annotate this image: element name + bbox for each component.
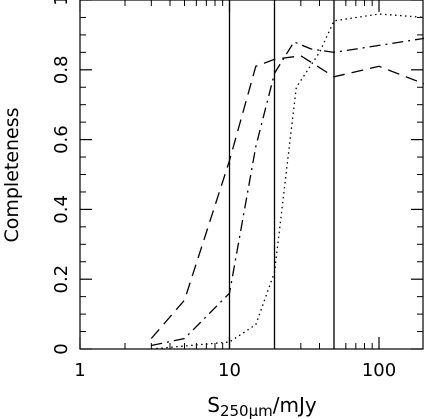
x-axis-title-subscript: 250μm bbox=[220, 402, 273, 419]
y-tick-label: 0.4 bbox=[51, 195, 72, 224]
series-layer bbox=[150, 13, 424, 350]
x-axis-title: S250μm/mJy bbox=[207, 393, 317, 419]
y-tick-label: 0.2 bbox=[51, 265, 72, 294]
x-axis-title-main: S bbox=[207, 393, 220, 417]
plot-frame bbox=[79, 0, 424, 350]
x-tick-label: 10 bbox=[218, 360, 241, 381]
y-axis-title: Completeness bbox=[1, 107, 23, 242]
y-tick-label: 0.6 bbox=[51, 125, 72, 154]
x-tick-label: 100 bbox=[362, 360, 396, 381]
x-axis-title-unit: /mJy bbox=[273, 393, 317, 417]
x-tick-label: 1 bbox=[74, 360, 85, 381]
series-line-dashdot bbox=[151, 37, 424, 347]
y-tick-label: 0.8 bbox=[51, 55, 72, 84]
axis-ticks bbox=[79, 0, 423, 350]
tick-labels: 1 10 100 0 0.2 0.4 0.6 0.8 1 bbox=[51, 0, 396, 381]
y-tick-label: 0 bbox=[51, 343, 72, 354]
series-line-dashed bbox=[150, 55, 424, 339]
y-tick-label: 1 bbox=[51, 0, 72, 6]
